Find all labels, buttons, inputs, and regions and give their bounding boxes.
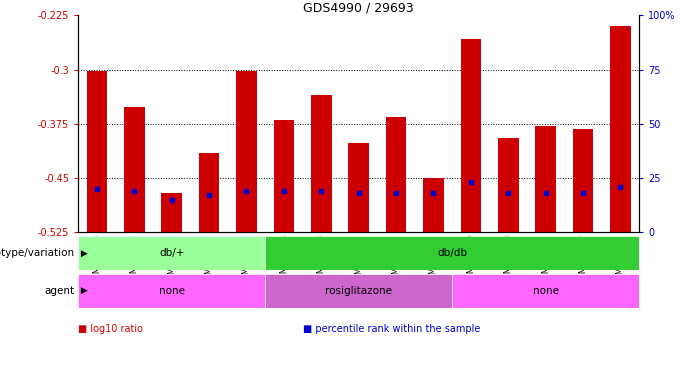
Text: rosiglitazone: rosiglitazone	[325, 286, 392, 296]
Bar	[452, 274, 639, 308]
Bar	[236, 71, 257, 232]
Title: GDS4990 / 29693: GDS4990 / 29693	[303, 1, 414, 14]
Text: genotype/variation: genotype/variation	[0, 248, 75, 258]
Bar	[124, 107, 145, 232]
Bar	[265, 236, 639, 270]
Bar	[460, 39, 481, 232]
Text: ■ log10 ratio: ■ log10 ratio	[78, 324, 143, 334]
Bar	[199, 153, 220, 232]
Bar	[311, 95, 332, 232]
Text: db/db: db/db	[437, 248, 467, 258]
Text: db/+: db/+	[159, 248, 184, 258]
Bar	[498, 138, 519, 232]
Bar	[423, 178, 444, 232]
Bar	[386, 117, 407, 232]
Text: none: none	[532, 286, 559, 296]
Bar	[86, 71, 107, 232]
Text: ■ percentile rank within the sample: ■ percentile rank within the sample	[303, 324, 480, 334]
Bar	[161, 192, 182, 232]
Bar	[535, 126, 556, 232]
Bar	[348, 143, 369, 232]
Bar	[78, 274, 265, 308]
Text: ▶: ▶	[78, 248, 87, 258]
Text: agent: agent	[45, 286, 75, 296]
Bar	[78, 236, 265, 270]
Bar	[573, 129, 594, 232]
Bar	[610, 26, 631, 232]
Text: none: none	[158, 286, 185, 296]
Bar	[273, 120, 294, 232]
Text: ▶: ▶	[78, 286, 87, 295]
Bar	[265, 274, 452, 308]
